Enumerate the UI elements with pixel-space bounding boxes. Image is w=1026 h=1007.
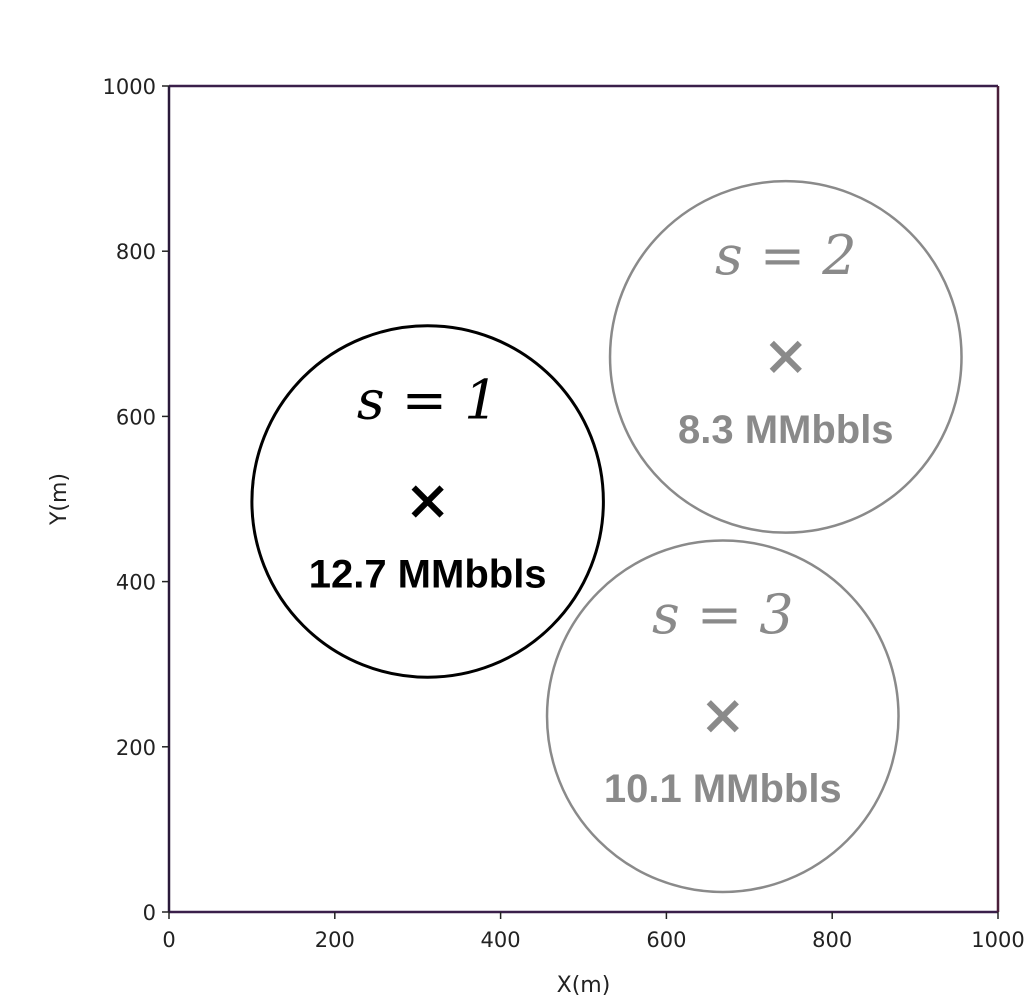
center-marker-stroke — [706, 700, 739, 733]
volume-label: 10.1 MMbbls — [604, 767, 842, 811]
region-circle — [250, 324, 605, 679]
y-tick-label: 200 — [116, 736, 156, 760]
y-tick-label: 1000 — [103, 75, 156, 99]
volume-label: 8.3 MMbbls — [678, 408, 894, 452]
center-marker — [769, 340, 802, 374]
region-label: s = 3 — [652, 583, 794, 646]
x-tick-label: 0 — [162, 928, 175, 952]
y-axis-label: Y(m) — [47, 473, 72, 526]
center-marker-stroke — [411, 485, 444, 518]
y-tick-label: 800 — [116, 240, 156, 264]
x-tick-label: 400 — [481, 928, 521, 952]
axes: 0 200 400 600 800 1000 0 200 400 600 800 1000 X(m) Y(… — [47, 75, 1025, 998]
x-axis-label: X(m) — [557, 973, 611, 998]
plot-area — [169, 86, 998, 912]
center-marker — [411, 485, 444, 518]
region-3: s = 3 10.1 MMbbls — [545, 539, 900, 894]
y-tick-label: 0 — [143, 901, 156, 925]
center-marker-stroke — [769, 340, 802, 374]
x-tick-label: 200 — [315, 928, 355, 952]
regions: s = 1 12.7 MMbbls s = 2 8.3 MMbbls s = 3 10.1… — [250, 179, 963, 894]
x-tick-label: 800 — [812, 928, 852, 952]
y-tick-label: 400 — [116, 571, 156, 595]
x-tick-label: 600 — [646, 928, 686, 952]
region-2: s = 2 8.3 MMbbls — [608, 179, 963, 534]
volume-label: 12.7 MMbbls — [309, 552, 547, 596]
region-label: s = 2 — [715, 224, 857, 287]
region-circle — [608, 179, 963, 534]
region-1: s = 1 12.7 MMbbls — [250, 324, 605, 679]
region-label: s = 1 — [357, 368, 499, 431]
center-marker — [706, 700, 739, 733]
region-circle — [545, 539, 900, 894]
y-tick-label: 600 — [116, 405, 156, 429]
x-tick-label: 1000 — [971, 928, 1024, 952]
